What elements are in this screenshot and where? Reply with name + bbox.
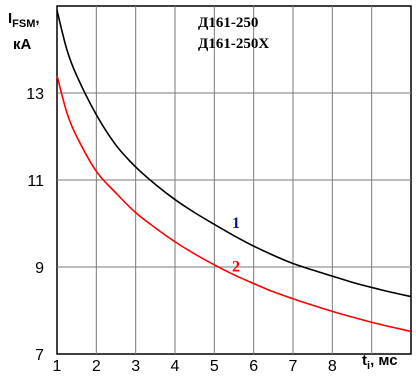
x-tick-label: 1: [53, 358, 62, 375]
y-tick-label: 9: [35, 260, 44, 277]
x-tick-label: 5: [210, 358, 219, 375]
series-line-1: [56, 10, 412, 298]
series-label-2: 2: [232, 258, 240, 275]
x-axis-label: ti, мс: [362, 352, 398, 372]
title: Д161-250 Д161-250Х: [198, 15, 269, 52]
y-tick-label: 13: [26, 86, 44, 103]
x-tick-label: 7: [289, 358, 298, 375]
x-axis-title: ti, мс: [362, 352, 398, 372]
y-axis-unit: кА: [13, 36, 32, 53]
x-axis-label-sub: i: [367, 360, 370, 372]
x-axis-label-main: t: [362, 352, 367, 369]
x-tick-label: 2: [92, 358, 101, 375]
x-tick-label: 6: [249, 358, 258, 375]
y-axis-label-sub: FSM: [12, 18, 35, 30]
x-axis-label-suffix: , мс: [370, 352, 398, 369]
curve-labels: 12: [232, 215, 240, 276]
series-line-2: [56, 75, 412, 333]
x-tick-label: 3: [131, 358, 140, 375]
x-tick-label: 4: [171, 358, 180, 375]
series-label-1: 1: [232, 215, 240, 232]
y-axis-label-main: I: [8, 10, 12, 27]
y-axis-title: IFSM, кА: [8, 10, 40, 53]
series-layer: [56, 10, 412, 333]
title-line-1: Д161-250: [198, 15, 258, 31]
y-axis-label: IFSM,: [8, 10, 40, 30]
y-tick-label: 11: [27, 173, 44, 190]
title-line-2: Д161-250Х: [198, 36, 269, 52]
y-axis-label-suffix: ,: [35, 10, 39, 27]
grid: [57, 6, 411, 354]
x-tick-label: 8: [328, 358, 337, 375]
y-tick-label: 7: [35, 347, 44, 364]
